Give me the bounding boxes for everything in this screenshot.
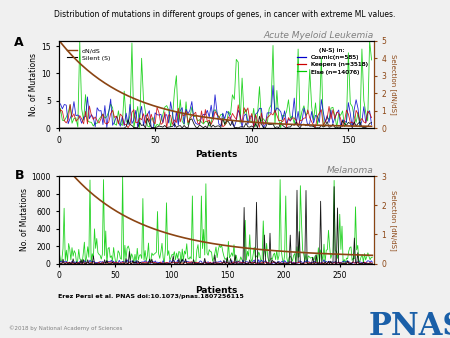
Text: ©2018 by National Academy of Sciences: ©2018 by National Academy of Sciences xyxy=(9,325,122,331)
Y-axis label: Selection [dN/dS]: Selection [dN/dS] xyxy=(391,190,397,250)
X-axis label: Patients: Patients xyxy=(195,150,237,159)
Text: Melanoma: Melanoma xyxy=(327,166,374,175)
X-axis label: Patients: Patients xyxy=(195,286,237,295)
Text: B: B xyxy=(14,169,24,182)
Y-axis label: No. of Mutations: No. of Mutations xyxy=(29,53,38,116)
Text: Acute Myeloid Leukemia: Acute Myeloid Leukemia xyxy=(263,31,374,40)
Y-axis label: Selection [dN/dS]: Selection [dN/dS] xyxy=(391,54,397,115)
Legend: Cosmic(n=585), Keepers (n=3518), Else (n=14076): Cosmic(n=585), Keepers (n=3518), Else (n… xyxy=(294,45,370,77)
Text: Distribution of mutations in different groups of genes, in cancer with extreme M: Distribution of mutations in different g… xyxy=(54,10,396,19)
Text: PNAS: PNAS xyxy=(369,311,450,338)
Text: Erez Persi et al. PNAS doi:10.1073/pnas.1807256115: Erez Persi et al. PNAS doi:10.1073/pnas.… xyxy=(58,294,244,299)
Y-axis label: No. of Mutations: No. of Mutations xyxy=(20,188,29,251)
Text: A: A xyxy=(14,36,24,49)
